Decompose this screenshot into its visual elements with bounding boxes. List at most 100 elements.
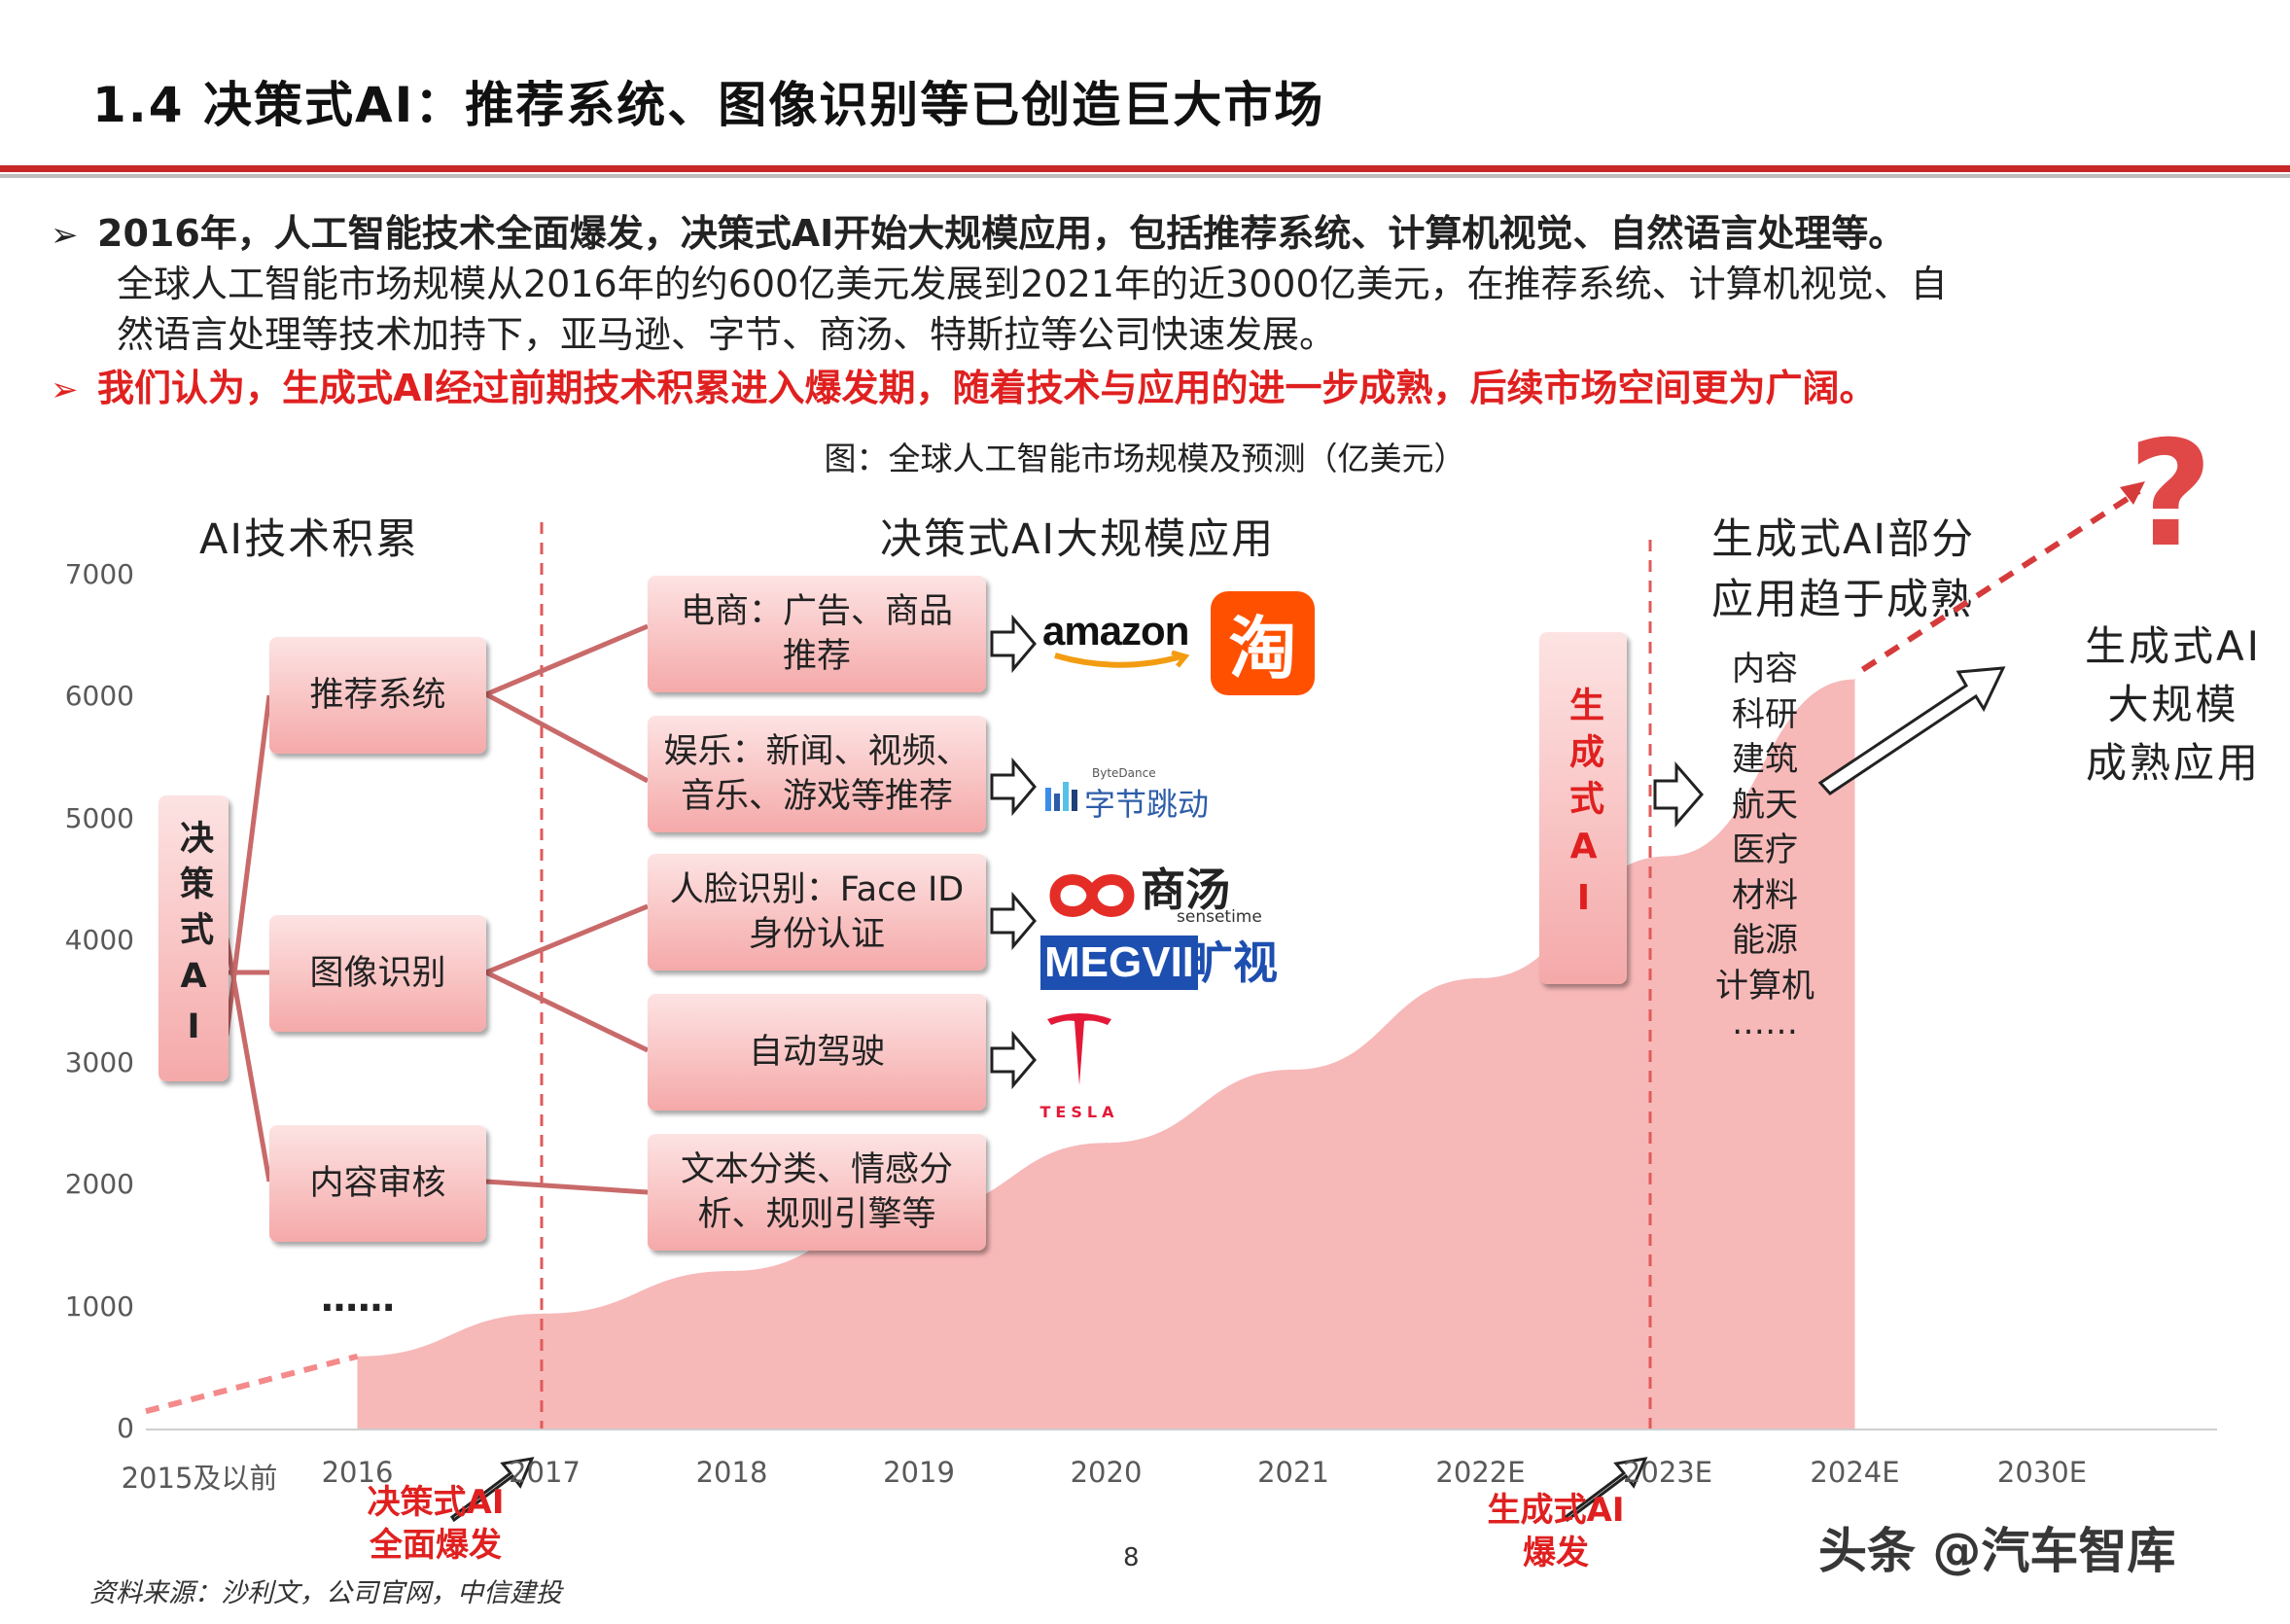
bytedance-text: 字节跳动 [1084, 786, 1210, 823]
generative-application-item: 医疗 [1732, 830, 1798, 869]
y-tick-label: 3000 [64, 1045, 134, 1078]
bullet-marker-icon: ➢ [51, 216, 79, 255]
phase-gen-mature-1: 生成式AI [2084, 622, 2263, 670]
y-tick-label: 7000 [64, 558, 134, 590]
branch-image-recognition-label: 图像识别 [309, 954, 446, 993]
amazon-logo-text: amazon [1042, 608, 1189, 653]
annotation-decision-burst-2: 全面爆发 [370, 1526, 502, 1565]
bullet-1-line3: 然语言处理等技术加持下，亚马逊、字节、商汤、特斯拉等公司快速发展。 [117, 313, 1337, 356]
y-tick-label: 0 [117, 1412, 134, 1444]
area-data-point [1854, 679, 1855, 681]
source-note: 资料来源：沙利文，公司官网，中信建投 [89, 1578, 562, 1608]
bytedance-bars-icon [1045, 782, 1077, 811]
x-tick-label: 2018 [695, 1456, 768, 1489]
megvii-text: MEGVII [1040, 936, 1199, 990]
y-tick-label: 2000 [64, 1168, 134, 1201]
y-tick-label: 6000 [64, 680, 134, 713]
x-tick-label: 2020 [1070, 1456, 1143, 1489]
tree-connectors [224, 623, 650, 1195]
bullet-2: ➢ 我们认为，生成式AI经过前期技术积累进入爆发期，随着技术与应用的进一步成熟，后… [51, 363, 1877, 415]
chart-title: 图：全球人工智能市场规模及预测（亿美元） [824, 440, 1466, 477]
tesla-logo: TESLA [1031, 1009, 1128, 1126]
generative-ai-label: 生成式AI [1564, 687, 1603, 930]
annotation-gen-burst-2: 爆发 [1523, 1534, 1589, 1572]
phase-gen-mature-2: 大规模 [2107, 681, 2239, 728]
leaf-face-id: 人脸识别：Face ID 身份认证 [648, 854, 986, 971]
x-tick-label: 2024E [1810, 1456, 1900, 1489]
arrow-right-icon [990, 1030, 1037, 1090]
area-data-point [1667, 855, 1669, 857]
dashed-lead-in-line [145, 1353, 359, 1415]
branch-image-recognition: 图像识别 [269, 915, 486, 1032]
watermark: 头条 @汽车智库 [1818, 1523, 2176, 1579]
area-data-point [1480, 977, 1481, 979]
leaf-autonomous-driving-line1: 自动驾驶 [748, 1033, 885, 1072]
leaf-ecommerce-line2: 推荐 [782, 637, 851, 676]
arrow-icons [449, 614, 2006, 1523]
bullet-2-line1: 我们认为，生成式AI经过前期技术积累进入爆发期，随着技术与应用的进一步成熟，后续… [97, 367, 1877, 409]
generative-application-item: …… [1732, 1004, 1798, 1042]
phase-gen-partial-1: 生成式AI部分 [1711, 515, 1976, 564]
bytedance-logo: ByteDance 字节跳动 [1045, 759, 1209, 823]
leaf-ecommerce: 电商：广告、商品 推荐 [648, 576, 986, 692]
y-tick-label: 1000 [64, 1289, 134, 1323]
y-tick-label: 5000 [64, 801, 134, 834]
taobao-logo: 淘 [1211, 591, 1315, 695]
branch-content-moderation: 内容审核 [269, 1125, 486, 1242]
annotation-decision-burst: 决策式AI 全面爆发 [338, 1481, 533, 1567]
page-number: 8 [1123, 1543, 1140, 1572]
generative-application-item: 科研 [1732, 694, 1798, 734]
generative-application-item: 能源 [1732, 921, 1798, 960]
generative-ai-box: 生成式AI [1539, 632, 1627, 984]
phase-gen-partial-2: 应用趋于成熟 [1711, 576, 1974, 624]
bytedance-small-text: ByteDance [1092, 766, 1156, 780]
branch-more: …… [321, 1277, 395, 1320]
tesla-t-icon [1047, 1013, 1111, 1085]
title-rule [0, 165, 2290, 172]
branch-content-moderation-label: 内容审核 [309, 1164, 446, 1203]
y-tick-label: 4000 [64, 924, 134, 957]
area-data-point [1106, 1142, 1107, 1144]
leaf-entertainment: 娱乐：新闻、视频、 音乐、游戏等推荐 [648, 716, 986, 832]
phase-decision-ai: 决策式AI大规模应用 [880, 515, 1276, 564]
amazon-smile-icon [1054, 651, 1190, 668]
x-tick-label: 2021 [1257, 1456, 1329, 1489]
leaf-nlp-line2: 析、规则引擎等 [697, 1195, 936, 1234]
generative-application-item: 内容 [1732, 650, 1798, 688]
arrow-right-icon [990, 891, 1037, 951]
x-tick-label: 2019 [883, 1456, 955, 1489]
generative-application-item: 建筑 [1732, 740, 1798, 779]
x-tick-label: 2023E [1622, 1456, 1713, 1489]
arrow-right-icon [990, 614, 1037, 674]
phase-gen-mature-3: 成熟应用 [2085, 739, 2261, 787]
x-tick-label: 2016 [321, 1456, 394, 1489]
leaf-autonomous-driving: 自动驾驶 [648, 994, 986, 1111]
amazon-logo: amazon [1042, 608, 1206, 668]
area-data-point [1292, 1069, 1294, 1071]
generative-application-item: 航天 [1732, 785, 1798, 825]
leaf-nlp-line1: 文本分类、情感分 [680, 1150, 953, 1189]
bullet-1-line2: 全球人工智能市场规模从2016年的约600亿美元发展到2021年的近3000亿美… [117, 263, 1948, 305]
branch-recommendation: 推荐系统 [269, 637, 486, 754]
leaf-face-id-line1: 人脸识别：Face ID [669, 870, 965, 909]
x-tick-label: 2022E [1435, 1456, 1526, 1489]
question-mark-icon: ? [2128, 410, 2212, 580]
tree-root-label: 决策式AI [174, 819, 213, 1058]
branch-recommendation-label: 推荐系统 [309, 676, 446, 715]
bullet-1-line1: 2016年，人工智能技术全面爆发，决策式AI开始大规模应用，包括推荐系统、计算机… [97, 212, 1906, 255]
annotation-gen-burst: 生成式AI 爆发 [1459, 1489, 1653, 1574]
phase-gen-mature: 生成式AI 大规模 成熟应用 [2071, 618, 2275, 793]
megvii-cn-text: 旷视 [1188, 936, 1278, 989]
arrow-up-right-icon [1817, 666, 2006, 795]
sensetime-infinity-icon [1049, 874, 1135, 917]
phase-accumulation: AI技术积累 [199, 515, 420, 564]
megvii-logo: MEGVII 旷视 [1040, 936, 1303, 994]
arrow-right-icon [1653, 760, 1704, 829]
arrow-up-right-icon [449, 1457, 535, 1523]
tesla-text: TESLA [1039, 1103, 1119, 1121]
title-rule-shadow [0, 174, 2290, 178]
bullet-marker-icon: ➢ [51, 371, 79, 409]
generative-application-item: 材料 [1732, 875, 1798, 915]
tree-root-box: 决策式AI [159, 795, 229, 1081]
